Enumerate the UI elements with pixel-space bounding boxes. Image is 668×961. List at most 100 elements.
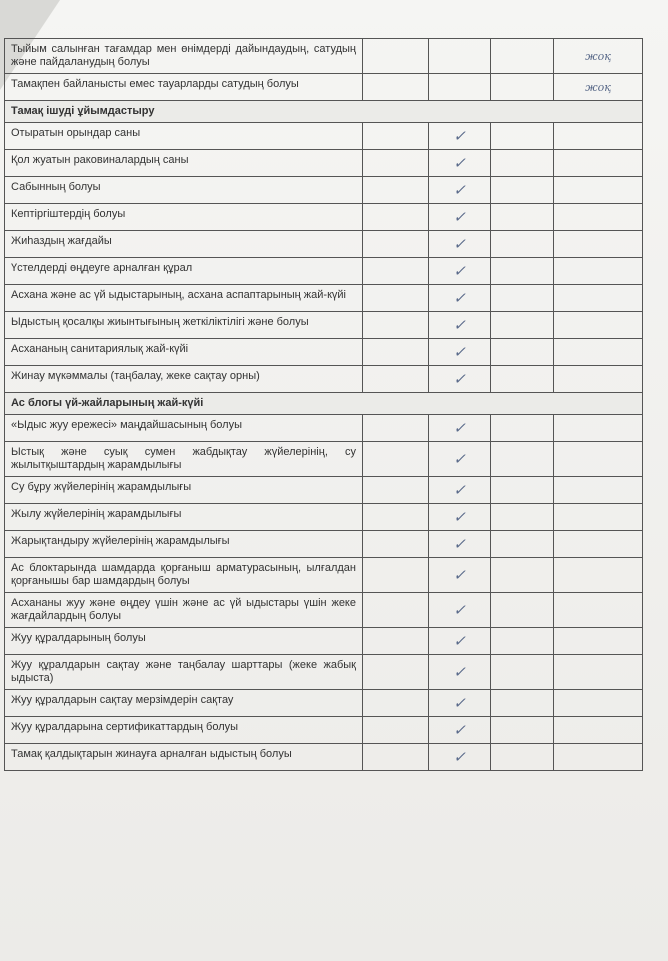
mark-cell <box>362 716 429 744</box>
table-row: Үстелдерді өңдеуге арналған құрал ✓ <box>4 257 643 285</box>
row-label: Жылу жүйелерінің жарамдылығы <box>4 503 363 531</box>
section-header: Ас блогы үй-жайларының жай-күйі <box>4 392 643 415</box>
table-row: Жиһаздың жағдайы ✓ <box>4 230 643 258</box>
mark-cell <box>362 441 429 477</box>
mark-cell <box>553 627 643 655</box>
table-row: Жарықтандыру жүйелерінің жарамдылығы ✓ <box>4 530 643 558</box>
mark-cell <box>490 203 554 231</box>
check-mark: ✓ <box>428 476 491 504</box>
table-row: Жуу құралдарын сақтау және таңбалау шарт… <box>4 654 643 690</box>
mark-cell <box>362 743 429 771</box>
mark-cell <box>490 38 554 74</box>
mark-cell <box>490 627 554 655</box>
mark-cell <box>553 338 643 366</box>
section-header: Тамақ ішуді ұйымдастыру <box>4 100 643 123</box>
mark-cell <box>362 257 429 285</box>
row-label: Жуу құралдарына сертификаттардың болуы <box>4 716 363 744</box>
mark-cell <box>490 149 554 177</box>
check-mark: ✓ <box>428 176 491 204</box>
check-mark: ✓ <box>428 627 491 655</box>
mark-cell <box>362 476 429 504</box>
mark-cell <box>553 441 643 477</box>
check-mark: ✓ <box>428 203 491 231</box>
check-mark: ✓ <box>428 557 491 593</box>
table-row: Тамақпен байланысты емес тауарларды сату… <box>4 73 643 101</box>
check-mark: ✓ <box>428 365 491 393</box>
mark-cell <box>490 257 554 285</box>
mark-cell <box>362 203 429 231</box>
mark-cell <box>362 365 429 393</box>
mark-cell <box>553 689 643 717</box>
table-row: Тыйым салынған тағамдар мен өнімдерді да… <box>4 38 643 74</box>
mark-cell <box>553 530 643 558</box>
mark-cell <box>490 284 554 312</box>
table-row: Ас блоктарында шамдарда қорғаныш арматур… <box>4 557 643 593</box>
check-mark: ✓ <box>428 414 491 442</box>
table-row: Асхананың санитариялық жай-күйі ✓ <box>4 338 643 366</box>
mark-cell <box>428 73 491 101</box>
mark-cell <box>362 592 429 628</box>
row-label: Жиһаздың жағдайы <box>4 230 363 258</box>
check-mark: ✓ <box>428 230 491 258</box>
row-label: Ыдыстың қосалқы жиынтығының жеткіліктілі… <box>4 311 363 339</box>
table-row: Ыдыстың қосалқы жиынтығының жеткіліктілі… <box>4 311 643 339</box>
mark-cell <box>362 284 429 312</box>
mark-cell <box>553 716 643 744</box>
mark-cell <box>362 338 429 366</box>
mark-cell <box>428 38 491 74</box>
mark-cell <box>553 414 643 442</box>
table-body: Тыйым салынған тағамдар мен өнімдерді да… <box>4 38 643 771</box>
row-label: Жуу құралдарын сақтау мерзімдерін сақтау <box>4 689 363 717</box>
mark-cell <box>362 311 429 339</box>
mark-cell <box>490 503 554 531</box>
mark-cell <box>553 122 643 150</box>
table-row: Жылу жүйелерінің жарамдылығы ✓ <box>4 503 643 531</box>
mark-cell <box>490 743 554 771</box>
check-mark: ✓ <box>428 338 491 366</box>
mark-cell <box>362 530 429 558</box>
table-row: Жуу құралдарын сақтау мерзімдерін сақтау… <box>4 689 643 717</box>
mark-cell <box>553 365 643 393</box>
mark-cell <box>553 203 643 231</box>
check-mark: ✓ <box>428 257 491 285</box>
table-row: Асхана және ас үй ыдыстарының, асхана ас… <box>4 284 643 312</box>
mark-cell <box>490 122 554 150</box>
mark-cell <box>490 176 554 204</box>
table-row: Жуу құралдарына сертификаттардың болуы ✓ <box>4 716 643 744</box>
table-row: Сабынның болуы ✓ <box>4 176 643 204</box>
table-row: Жуу құралдарының болуы ✓ <box>4 627 643 655</box>
table-row: Тамақ қалдықтарын жинауға арналған ыдыст… <box>4 743 643 771</box>
checklist-table: Тыйым салынған тағамдар мен өнімдерді да… <box>4 38 643 771</box>
mark-cell <box>553 230 643 258</box>
mark-cell <box>490 716 554 744</box>
row-label: Жуу құралдарының болуы <box>4 627 363 655</box>
row-label: Жинау мүкәммалы (таңбалау, жеке сақтау о… <box>4 365 363 393</box>
mark-cell <box>490 654 554 690</box>
row-label: Ас блоктарында шамдарда қорғаныш арматур… <box>4 557 363 593</box>
mark-cell <box>490 476 554 504</box>
mark-cell <box>490 73 554 101</box>
mark-cell <box>553 149 643 177</box>
row-label: Тамақпен байланысты емес тауарларды сату… <box>4 73 363 101</box>
mark-cell <box>362 414 429 442</box>
check-mark: ✓ <box>428 284 491 312</box>
mark-cell <box>553 176 643 204</box>
mark-cell <box>490 441 554 477</box>
mark-cell <box>362 38 429 74</box>
mark-cell <box>362 557 429 593</box>
mark-cell <box>490 689 554 717</box>
row-label: Сабынның болуы <box>4 176 363 204</box>
row-label: Тыйым салынған тағамдар мен өнімдерді да… <box>4 38 363 74</box>
mark-cell <box>362 176 429 204</box>
table-row: Су бұру жүйелерінің жарамдылығы ✓ <box>4 476 643 504</box>
check-mark: ✓ <box>428 689 491 717</box>
check-mark: ✓ <box>428 441 491 477</box>
mark-cell <box>553 284 643 312</box>
check-mark: ✓ <box>428 743 491 771</box>
mark-cell <box>553 503 643 531</box>
check-mark: ✓ <box>428 654 491 690</box>
check-mark: ✓ <box>428 503 491 531</box>
check-mark: ✓ <box>428 122 491 150</box>
row-label: Қол жуатын раковиналардың саны <box>4 149 363 177</box>
